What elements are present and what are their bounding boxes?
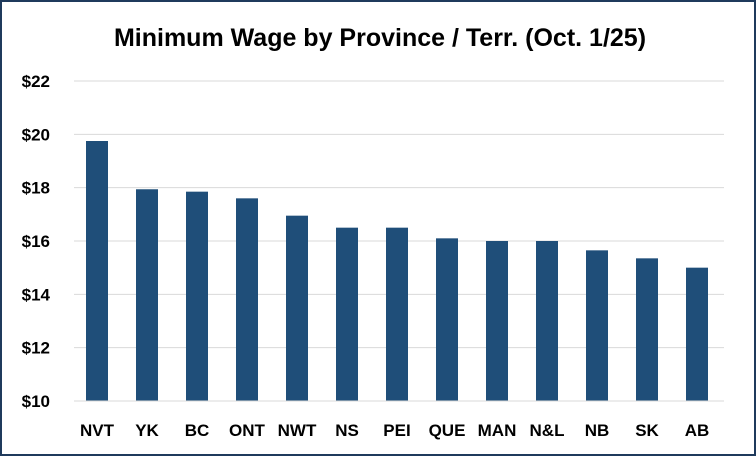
x-tick-label: NS — [335, 421, 359, 440]
x-tick-label: N&L — [530, 421, 565, 440]
x-tick-label: QUE — [429, 421, 466, 440]
y-axis: $10 $12 $14 $16 $18 $20 $22 — [22, 72, 51, 411]
x-tick-label: NWT — [278, 421, 317, 440]
x-tick-label: YK — [135, 421, 159, 440]
x-tick-label: AB — [685, 421, 710, 440]
bar-yk — [136, 189, 158, 401]
bar-ab — [686, 267, 708, 401]
y-tick-label: $22 — [22, 72, 50, 91]
x-tick-label: ONT — [229, 421, 266, 440]
bar-pei — [386, 227, 408, 401]
bar-ns — [336, 227, 358, 401]
x-tick-label: SK — [635, 421, 659, 440]
y-tick-label: $18 — [22, 179, 50, 198]
y-tick-label: $10 — [22, 392, 50, 411]
y-tick-label: $14 — [22, 285, 51, 304]
y-tick-label: $12 — [22, 339, 50, 358]
x-tick-label: BC — [185, 421, 210, 440]
bar-que — [436, 238, 458, 401]
bar-nwt — [286, 215, 308, 401]
bar-man — [486, 241, 508, 401]
x-tick-label: NB — [585, 421, 610, 440]
bar-ont — [236, 198, 258, 401]
y-tick-label: $20 — [22, 125, 50, 144]
bar-nl — [536, 241, 558, 401]
bar-sk — [636, 258, 658, 401]
x-axis: NVT YK BC ONT NWT NS PEI QUE MAN N&L NB SK AB — [74, 400, 724, 440]
x-tick-label: NVT — [80, 421, 115, 440]
bars — [86, 141, 708, 401]
bar-nvt — [86, 141, 108, 401]
bar-bc — [186, 191, 208, 401]
y-tick-label: $16 — [22, 232, 50, 251]
chart-title: Minimum Wage by Province / Terr. (Oct. 1… — [113, 24, 647, 52]
bar-nb — [586, 250, 608, 401]
x-tick-label: PEI — [383, 421, 410, 440]
x-tick-label: MAN — [478, 421, 517, 440]
